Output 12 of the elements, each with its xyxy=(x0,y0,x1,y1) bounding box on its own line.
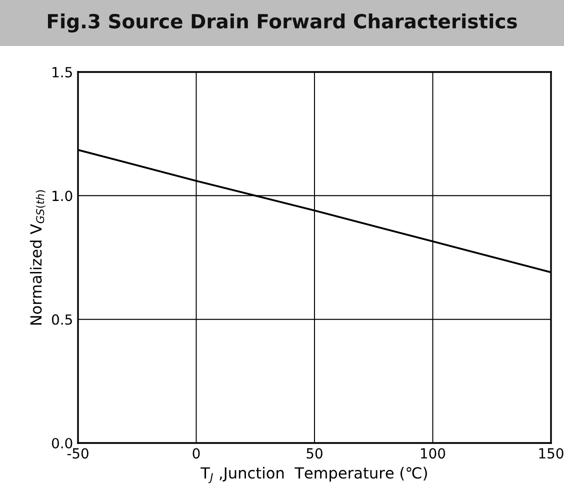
x-tick-label: -50 xyxy=(67,448,88,459)
x-tick-label: 150 xyxy=(539,448,564,459)
x-tick-label: 0 xyxy=(192,448,200,459)
y-tick-label: 1.5 xyxy=(52,67,72,78)
y-tick-label: 0.0 xyxy=(52,438,72,448)
y-tick-label: 1.0 xyxy=(52,190,72,202)
x-tick-label: 50 xyxy=(306,448,322,459)
y-tick-label: 0.5 xyxy=(52,314,72,325)
chart-title: Fig.3 Source Drain Forward Characteristics xyxy=(48,14,517,32)
x-axis-title: T$_{J}$ ,Junction Temperature (℃) xyxy=(200,466,427,484)
y-axis-title: Normalized V$_{GS(th)}$ xyxy=(30,190,46,325)
x-tick-label: 100 xyxy=(421,448,446,459)
